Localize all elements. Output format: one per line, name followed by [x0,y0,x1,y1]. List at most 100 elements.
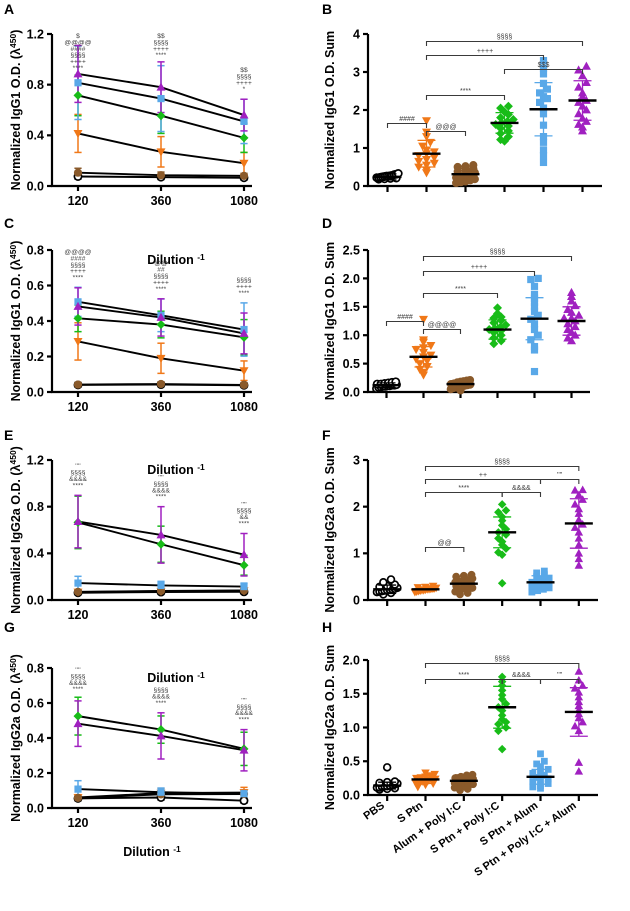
significance-marker: @@@@ [64,39,91,46]
data-point-marker [574,490,584,499]
data-point-marker [156,539,166,549]
data-point-marker [543,85,551,93]
data-point-marker [421,769,430,778]
bracket-path [424,478,542,484]
significance-marker: $$ [240,67,248,74]
panel-g: 0.0 0.2 0.4 0.6 0.8 120 360 1080 Normalized IgG2… [8,654,258,859]
data-point-marker [239,380,249,389]
bracket-path [425,94,506,100]
data-point-marker [534,582,542,590]
data-point-marker [239,550,249,559]
data-point-marker [419,336,428,345]
data-point-marker [533,760,541,768]
significance-marker: #### [399,116,415,123]
significance-marker: ++++ [153,46,169,53]
significance-marker: **** [239,717,250,724]
panel-letter-c: C [4,215,14,231]
data-point-marker [578,681,587,689]
data-point-marker [559,313,569,322]
data-point-marker [73,313,83,323]
x-category-label: PBS [361,800,386,823]
data-point-marker [544,780,552,787]
significance-marker: ++++ [236,80,252,87]
significance-marker: §§§§ [494,459,510,466]
y-tick-label: 0.4 [27,314,44,328]
data-point-marker [429,159,439,168]
y-axis-title-tail: ) [9,241,23,245]
significance-bracket: **** [424,672,503,684]
y-axis-title-text: Normalized IgG2a O.D. Sum [323,645,337,810]
bracket-path [539,478,580,484]
data-point-marker [540,567,548,575]
x-tick-label: 120 [68,816,89,830]
data-point-marker [574,548,584,557]
data-point-marker [390,777,400,786]
data-point-marker [156,171,166,180]
significance-marker: **** [73,686,84,693]
data-point-marker [539,158,548,167]
data-point-marker [574,766,584,775]
data-point-marker [578,71,587,80]
y-tick-label: 0.8 [27,78,44,92]
data-point-marker [545,584,553,592]
data-point-marker [156,379,166,389]
bracket-path [424,678,503,684]
data-point-marker [567,287,576,297]
data-point-marker [73,90,83,100]
significance-marker: ++++ [236,283,252,290]
data-point-marker [239,367,249,376]
y-tick-label: 1.2 [27,453,44,467]
significance-bracket: &&&& [501,485,542,497]
data-point-marker [574,561,584,569]
y-tick-label: 2.0 [343,272,360,286]
data-point-marker [563,319,573,328]
x-tick-label: 1080 [230,608,258,622]
data-point-marker [73,337,83,347]
x-category-label-text: S Ptn [395,799,425,825]
significance-bracket: §§§§ [424,656,580,668]
data-point-marker [544,775,552,783]
data-point-marker [493,303,502,313]
data-point-marker [156,354,166,363]
data-point-marker [578,485,587,494]
bracket-path [422,328,462,334]
inner-x-axis-title-sup: -1 [197,252,205,262]
panel-letter-d: D [322,215,332,231]
significance-marker: &&&& [69,680,87,687]
x-category-label-text: S Ptn + Poly I:C [428,800,502,857]
data-point-marker [156,148,166,157]
data-point-marker [581,61,591,70]
data-point-marker [494,548,503,557]
x-tick-label: 1080 [230,400,258,414]
data-point-marker [414,157,424,166]
data-point-marker [419,315,428,324]
axis-lines [366,34,602,188]
data-point-marker [73,69,83,78]
panel-letter-h: H [322,619,332,635]
data-point-marker [239,745,249,754]
significance-marker: &&&& [69,476,87,483]
significance-marker: '''' [75,463,80,470]
data-point-marker [382,763,392,772]
y-tick-label: 0.5 [343,357,360,371]
significance-marker: **** [239,521,250,528]
data-point-marker [496,330,506,340]
data-point-marker [239,328,249,337]
data-point-marker [539,64,548,72]
bracket-path [424,465,580,471]
data-point-marker [497,578,507,588]
panel-b: 0 1 2 3 4 Normalized IgG1 O.D. Sum §§§§ ++++ $$$… [323,27,602,193]
data-point-marker [528,588,536,596]
inner-x-axis-title-sup: -1 [197,462,205,472]
data-point-marker [574,554,584,563]
significance-marker: ++++ [477,48,493,55]
significance-bracket: @@@@ [422,322,462,334]
bracket-path [539,678,580,684]
panel-letter-a: A [4,1,14,17]
y-tick-label: 1.2 [27,27,44,41]
data-point-marker [574,109,584,118]
significance-marker: &&&& [512,672,531,679]
y-tick-label: 0 [353,179,360,193]
data-point-marker [73,718,83,728]
